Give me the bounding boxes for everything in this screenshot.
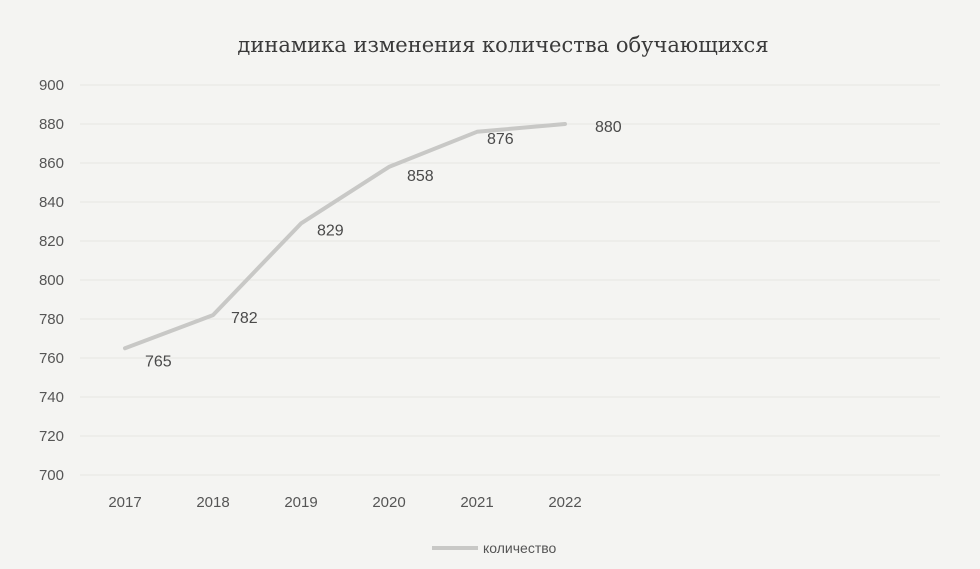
y-tick-label: 760 <box>39 350 64 367</box>
y-tick-label: 800 <box>39 272 64 289</box>
x-tick-label: 2020 <box>372 494 405 511</box>
x-tick-label: 2022 <box>548 494 581 511</box>
series-line-0 <box>123 122 567 351</box>
y-tick-label: 720 <box>39 428 64 445</box>
y-axis-ticks: 700 720 740 760 780 800 820 840 860 880 900 <box>39 77 64 484</box>
x-tick-label: 2017 <box>108 494 141 511</box>
data-label: 876 <box>487 131 514 148</box>
chart-title: динамика изменения количества обучающихс… <box>237 33 768 57</box>
data-label: 858 <box>407 168 434 185</box>
gridlines <box>80 84 940 476</box>
x-tick-label: 2018 <box>196 494 229 511</box>
data-label: 782 <box>231 310 258 327</box>
legend-label: количество <box>483 540 557 556</box>
y-tick-label: 780 <box>39 311 64 328</box>
y-tick-label: 820 <box>39 233 64 250</box>
series-layer <box>123 122 567 351</box>
y-tick-label: 740 <box>39 389 64 406</box>
x-axis-ticks: 2017 2018 2019 2020 2021 2022 <box>108 494 581 511</box>
x-tick-label: 2021 <box>460 494 493 511</box>
data-label: 829 <box>317 222 344 239</box>
y-tick-label: 840 <box>39 194 64 211</box>
y-tick-label: 700 <box>39 467 64 484</box>
data-label: 765 <box>145 353 172 370</box>
y-tick-label: 880 <box>39 116 64 133</box>
y-tick-label: 900 <box>39 77 64 94</box>
data-labels: 765 782 829 858 876 880 <box>145 119 622 370</box>
y-tick-label: 860 <box>39 155 64 172</box>
x-tick-label: 2019 <box>284 494 317 511</box>
data-label: 880 <box>595 119 622 136</box>
legend: количество <box>432 540 557 556</box>
